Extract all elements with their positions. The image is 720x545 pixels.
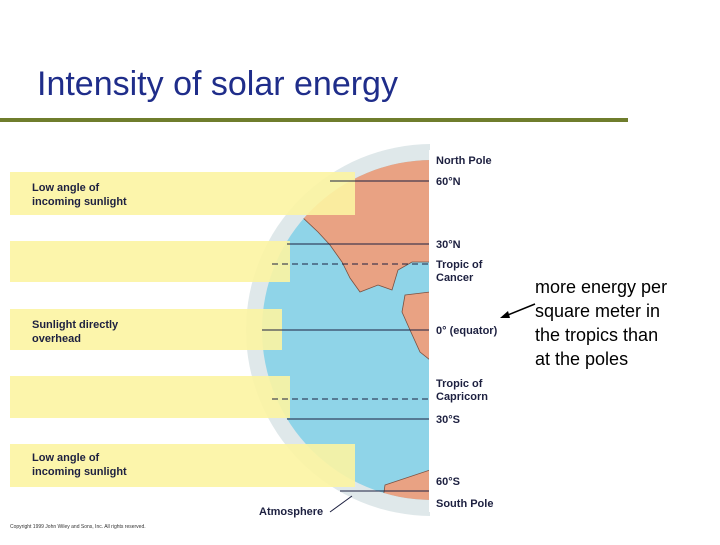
atmosphere-label: Atmosphere [259, 506, 323, 518]
annotation: more energy per square meter in the trop… [500, 277, 667, 369]
annotation-line: the tropics than [535, 325, 658, 345]
sun-band [10, 376, 290, 418]
atmosphere-pointer [329, 495, 353, 513]
lat-label: 60°S [436, 476, 460, 488]
lat-label: Tropic of [436, 259, 483, 271]
lat-label: South Pole [436, 498, 493, 510]
lat-label: Cancer [436, 272, 474, 284]
band-label: incoming sunlight [32, 466, 127, 478]
lat-label: 60°N [436, 176, 461, 188]
sun-band [10, 444, 355, 487]
lat-label: Capricorn [436, 391, 488, 403]
band-label: overhead [32, 333, 81, 345]
globe-diagram: Low angle of incoming sunlight Sunlight … [10, 144, 498, 530]
title-rule [0, 118, 628, 122]
band-label: Sunlight directly [32, 319, 119, 331]
band-label: Low angle of [32, 452, 100, 464]
lat-label: North Pole [436, 155, 492, 167]
title: Intensity of solar energy [37, 65, 398, 103]
annotation-line: at the poles [535, 349, 628, 369]
band-label: incoming sunlight [32, 196, 127, 208]
band-label: Low angle of [32, 182, 100, 194]
lat-label: Tropic of [436, 378, 483, 390]
lat-label: 0° (equator) [436, 325, 498, 337]
lat-label: 30°N [436, 239, 461, 251]
sun-band [10, 241, 290, 282]
annotation-line: more energy per [535, 277, 667, 297]
lat-label: 30°S [436, 414, 460, 426]
latitude-lines [262, 180, 430, 492]
sun-band [10, 172, 355, 215]
annotation-line: square meter in [535, 301, 660, 321]
copyright: Copyright 1999 John Wiley and Sons, Inc.… [10, 524, 146, 530]
sun-band [10, 309, 282, 350]
arrow-head [500, 311, 510, 318]
